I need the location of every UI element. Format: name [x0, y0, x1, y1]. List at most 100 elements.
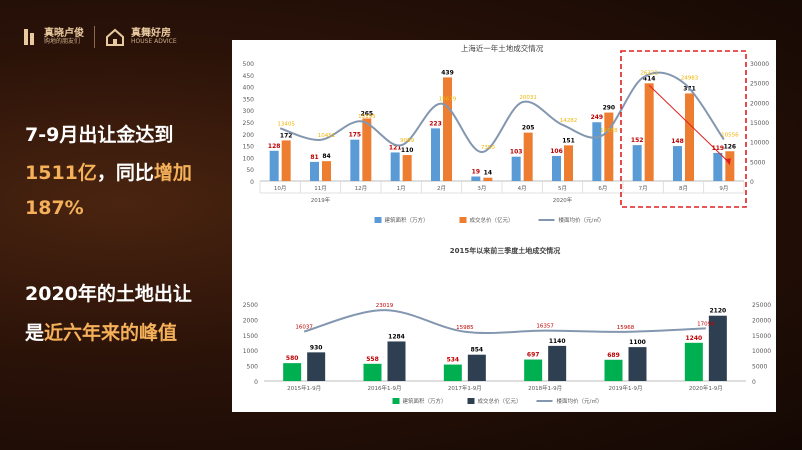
bar-total [564, 145, 573, 181]
headline-amount: 1511亿 [25, 162, 97, 184]
bar-area [363, 363, 382, 381]
bar-total [307, 352, 326, 381]
bar-total [685, 93, 694, 181]
y-tick-left: 500 [243, 61, 255, 68]
headline-mid: ，同比 [96, 162, 154, 184]
bar-value-label: 558 [366, 356, 379, 363]
avg-price-label: 15985 [456, 325, 474, 331]
y-tick-left: 1000 [243, 348, 258, 355]
avg-price-label: 9089 [400, 138, 414, 144]
y-tick-right: 15000 [750, 120, 769, 127]
y-tick-right: 5000 [752, 364, 767, 371]
x-tick-label: 9月 [719, 185, 728, 192]
x-tick-label: 8月 [679, 185, 688, 192]
bar-area [431, 128, 440, 181]
y-tick-left: 500 [247, 364, 259, 371]
y-tick-right: 25000 [752, 302, 771, 309]
headline-increase: 增加 [153, 162, 192, 184]
legend-label: 建筑面积（万方） [385, 216, 429, 224]
y-tick-right: 20000 [752, 317, 771, 324]
avg-price-line [303, 309, 706, 334]
bar-total [725, 151, 735, 181]
trend-arrow-head [724, 158, 731, 166]
bar-total [628, 347, 647, 381]
chart-title: 2015年以来前三季度土地成交情况 [450, 246, 560, 255]
x-tick-label: 2月 [437, 185, 446, 192]
bar-value-label: 534 [447, 357, 460, 364]
bar-value-label: 1240 [685, 335, 702, 342]
legend-swatch [392, 398, 400, 404]
bar-value-label: 126 [724, 143, 737, 150]
x-tick-label: 10月 [274, 185, 287, 192]
bar-area [511, 156, 521, 181]
building-logo-icon [24, 29, 34, 45]
y-tick-right: 15000 [752, 333, 771, 340]
avg-price-label: 15968 [617, 325, 635, 331]
bar-area [592, 122, 602, 181]
highlight-box [620, 50, 747, 208]
bar-area [471, 176, 481, 181]
avg-price-label: 16037 [295, 325, 313, 331]
legend-label: 楼面均价（元/㎡） [559, 216, 605, 224]
y-tick-right: 25000 [750, 81, 769, 88]
x-tick-label: 11月 [314, 185, 327, 192]
bar-value-label: 172 [280, 132, 293, 139]
bar-value-label: 854 [471, 347, 484, 354]
chart-ytd-since-2015: 2015年以来前三季度土地成交情况05001000150020002500050… [243, 246, 772, 405]
bar-total [281, 140, 291, 181]
y-tick-right: 0 [750, 179, 754, 186]
x-tick-label: 7月 [639, 185, 648, 192]
chart-title: 上海近一年土地成交情况 [461, 43, 544, 53]
bar-total [443, 77, 452, 181]
bar-area [443, 364, 462, 381]
bar-value-label: 121 [389, 144, 402, 151]
bar-area [684, 342, 703, 381]
bar-area [673, 146, 682, 181]
x-tick-label: 1月 [397, 185, 406, 192]
y-tick-left: 350 [243, 96, 255, 103]
logo-bar: 真晓卢俊 购地的朋友们 真舞好房 HOUSE ADVICE [22, 26, 177, 48]
bar-value-label: 205 [522, 125, 535, 132]
y-tick-right: 10000 [752, 348, 771, 355]
brand2-name: 真舞好房 [131, 28, 171, 40]
y-tick-right: 10000 [750, 140, 769, 147]
y-tick-left: 150 [243, 144, 255, 151]
bar-value-label: 84 [322, 153, 330, 160]
bar-total [483, 177, 493, 181]
bar-area [310, 161, 319, 181]
trend-arrow-line [648, 84, 731, 164]
avg-price-label: 17094 [697, 321, 715, 327]
bar-value-label: 151 [562, 137, 575, 144]
x-tick-label: 6月 [598, 185, 607, 192]
y-tick-left: 200 [243, 132, 255, 139]
avg-price-label: 7350 [481, 145, 495, 151]
bar-value-label: 1140 [549, 338, 566, 345]
avg-price-label: 20031 [519, 95, 537, 101]
legend-swatch [467, 398, 475, 404]
bar-value-label: 148 [671, 138, 684, 145]
bar-value-label: 265 [361, 110, 374, 117]
x-tick-label: 4月 [518, 185, 527, 192]
headline-line-4: 2020年的土地出让 [25, 283, 192, 305]
bar-total [402, 155, 412, 181]
bar-value-label: 110 [401, 147, 414, 154]
y-tick-left: 400 [243, 85, 255, 92]
bar-total [604, 112, 614, 181]
x-tick-label: 2018年1-9月 [528, 384, 562, 392]
y-tick-left: 2500 [243, 302, 258, 309]
y-tick-right: 0 [752, 379, 756, 386]
headline-line-5: 是近六年来的峰值 [25, 318, 177, 345]
y-tick-right: 30000 [750, 61, 769, 68]
bar-value-label: 119 [712, 145, 725, 152]
headline-percent: 187% [25, 197, 84, 219]
brand-logo-1: 真晓卢俊 购地的朋友们 [22, 27, 84, 47]
bar-value-label: 1100 [629, 339, 646, 346]
chart-shanghai-monthly: 上海近一年土地成交情况 0 50 100 150 200 250 300 350 400 450 50… [243, 43, 770, 224]
y-tick-left: 250 [243, 120, 255, 127]
avg-price-label: 16357 [536, 324, 554, 330]
y-tick-right: 20000 [750, 100, 769, 107]
avg-price-label: 26321 [640, 70, 658, 76]
legend-label: 楼面均价（元/㎡） [557, 397, 603, 405]
x-tick-label: 2016年1-9月 [368, 384, 402, 392]
avg-price-label: 13405 [277, 121, 295, 127]
